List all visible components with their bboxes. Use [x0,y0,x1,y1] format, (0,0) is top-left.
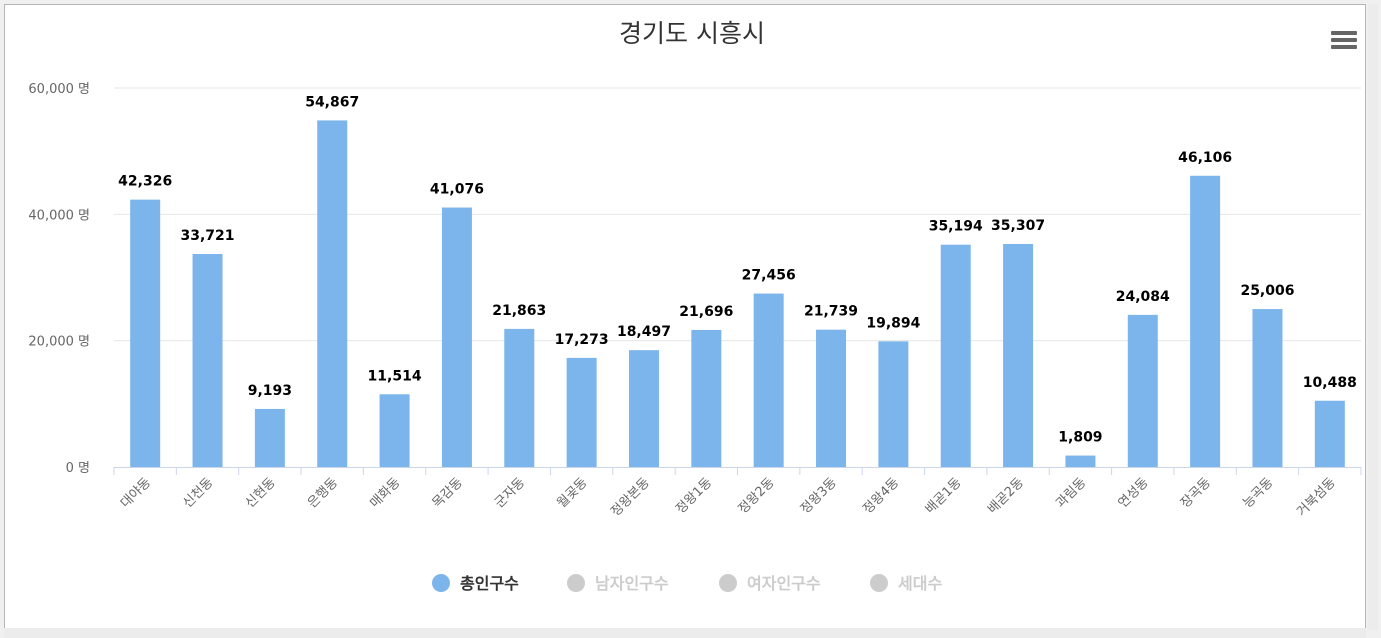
bar-목감동[interactable] [441,207,472,467]
legend-marker [567,574,585,592]
vertical-scrollbar[interactable] [1368,4,1378,630]
data-label: 46,106 [1178,150,1232,166]
x-tick-label: 장곡동 [1178,475,1214,511]
bar-장곡동[interactable] [1190,175,1221,467]
bar-series [130,120,1345,468]
bar-매화동[interactable] [379,394,410,467]
bar-배곧1동[interactable] [940,244,971,467]
data-label: 9,193 [248,383,292,399]
bar-정왕본동[interactable] [628,350,659,467]
bar-정왕1동[interactable] [691,329,722,467]
data-label: 21,739 [804,304,858,320]
data-label: 17,273 [555,332,609,348]
bar-신현동[interactable] [254,408,285,467]
legend-marker [870,574,888,592]
y-axis-tick-labels: 0 명 20,000 명 40,000 명 60,000 명 [28,82,90,476]
legend-marker [719,574,737,592]
data-label: 10,488 [1303,375,1357,391]
data-label: 33,721 [181,228,235,244]
bar-정왕2동[interactable] [753,293,784,467]
bar-군자동[interactable] [504,328,535,467]
y-tick-label: 40,000 명 [28,208,90,223]
bar-정왕3동[interactable] [816,329,847,467]
x-tick-label: 대야동 [118,475,154,511]
bar-정왕4동[interactable] [878,341,909,467]
legend-label: 여자인구수 [747,574,821,593]
x-tick-label: 정왕본동 [608,475,652,519]
x-tick-label: 정왕2동 [736,475,778,517]
data-label: 18,497 [617,324,671,340]
x-tick-label: 매화동 [367,475,403,511]
bottom-strip [4,628,1366,638]
x-tick-label: 월곶동 [554,475,590,511]
data-label: 42,326 [118,174,172,190]
bar-배곧2동[interactable] [1003,243,1034,467]
data-label: 21,863 [492,303,546,319]
x-tick-label: 은행동 [304,474,341,511]
bar-거북섬동[interactable] [1314,400,1345,467]
x-axis: 대야동 신천동 신현동 은행동 매화동 목감동 군자동 월곶동 정왕본동 정왕1동 정왕2동 정왕3동… [113,467,1362,520]
data-labels: 42,326 33,721 9,193 54,867 11,514 41,076 21,86… [118,94,1357,445]
legend: 총인구수 남자인구수 여자인구수 세대수 [432,574,942,593]
x-tick-label: 정왕1동 [673,475,715,517]
y-tick-label: 0 명 [66,461,90,476]
data-label: 41,076 [430,182,484,198]
x-tick-label: 군자동 [492,475,528,511]
hamburger-menu-icon[interactable] [1326,26,1362,56]
data-label: 35,194 [929,219,983,235]
x-tick-label: 과림동 [1053,475,1089,511]
x-tick-label: 목감동 [430,475,466,511]
bar-과림동[interactable] [1065,455,1096,467]
x-tick-label: 정왕4동 [860,475,902,517]
y-tick-label: 60,000 명 [28,82,90,97]
legend-item-세대수[interactable]: 세대수 [870,574,942,593]
x-tick-label: 정왕3동 [798,475,840,517]
bar-능곡동[interactable] [1252,309,1283,467]
x-tick-label: 거북섬동 [1294,475,1338,519]
bar-신천동[interactable] [192,253,223,467]
x-tick-label: 연성동 [1116,475,1152,511]
x-tick-label: 신현동 [243,475,279,511]
data-label: 54,867 [305,94,359,110]
data-label: 11,514 [368,368,422,384]
legend-item-남자인구수[interactable]: 남자인구수 [567,574,669,593]
data-label: 21,696 [679,304,733,320]
data-label: 27,456 [742,268,796,284]
bar-연성동[interactable] [1127,314,1158,467]
bar-월곶동[interactable] [566,357,597,467]
x-tick-label: 배곧2동 [985,475,1027,517]
legend-label: 세대수 [898,574,942,593]
x-tick-label: 신천동 [180,475,216,511]
bar-은행동[interactable] [317,120,348,467]
bar-대야동[interactable] [130,199,161,468]
y-tick-label: 20,000 명 [28,335,90,350]
data-label: 35,307 [991,218,1045,234]
x-tick-label: 능곡동 [1240,475,1276,511]
legend-label: 남자인구수 [595,574,669,593]
data-label: 19,894 [866,315,920,331]
legend-item-여자인구수[interactable]: 여자인구수 [719,574,821,593]
legend-item-총인구수[interactable]: 총인구수 [432,574,519,593]
x-tick-label: 배곧1동 [923,475,965,517]
grid-lines [114,87,1361,342]
chart-title: 경기도 시흥시 [619,19,765,48]
legend-marker [432,574,450,592]
data-label: 25,006 [1240,283,1294,299]
legend-label: 총인구수 [460,574,519,593]
data-label: 1,809 [1058,430,1102,446]
data-label: 24,084 [1116,289,1170,305]
